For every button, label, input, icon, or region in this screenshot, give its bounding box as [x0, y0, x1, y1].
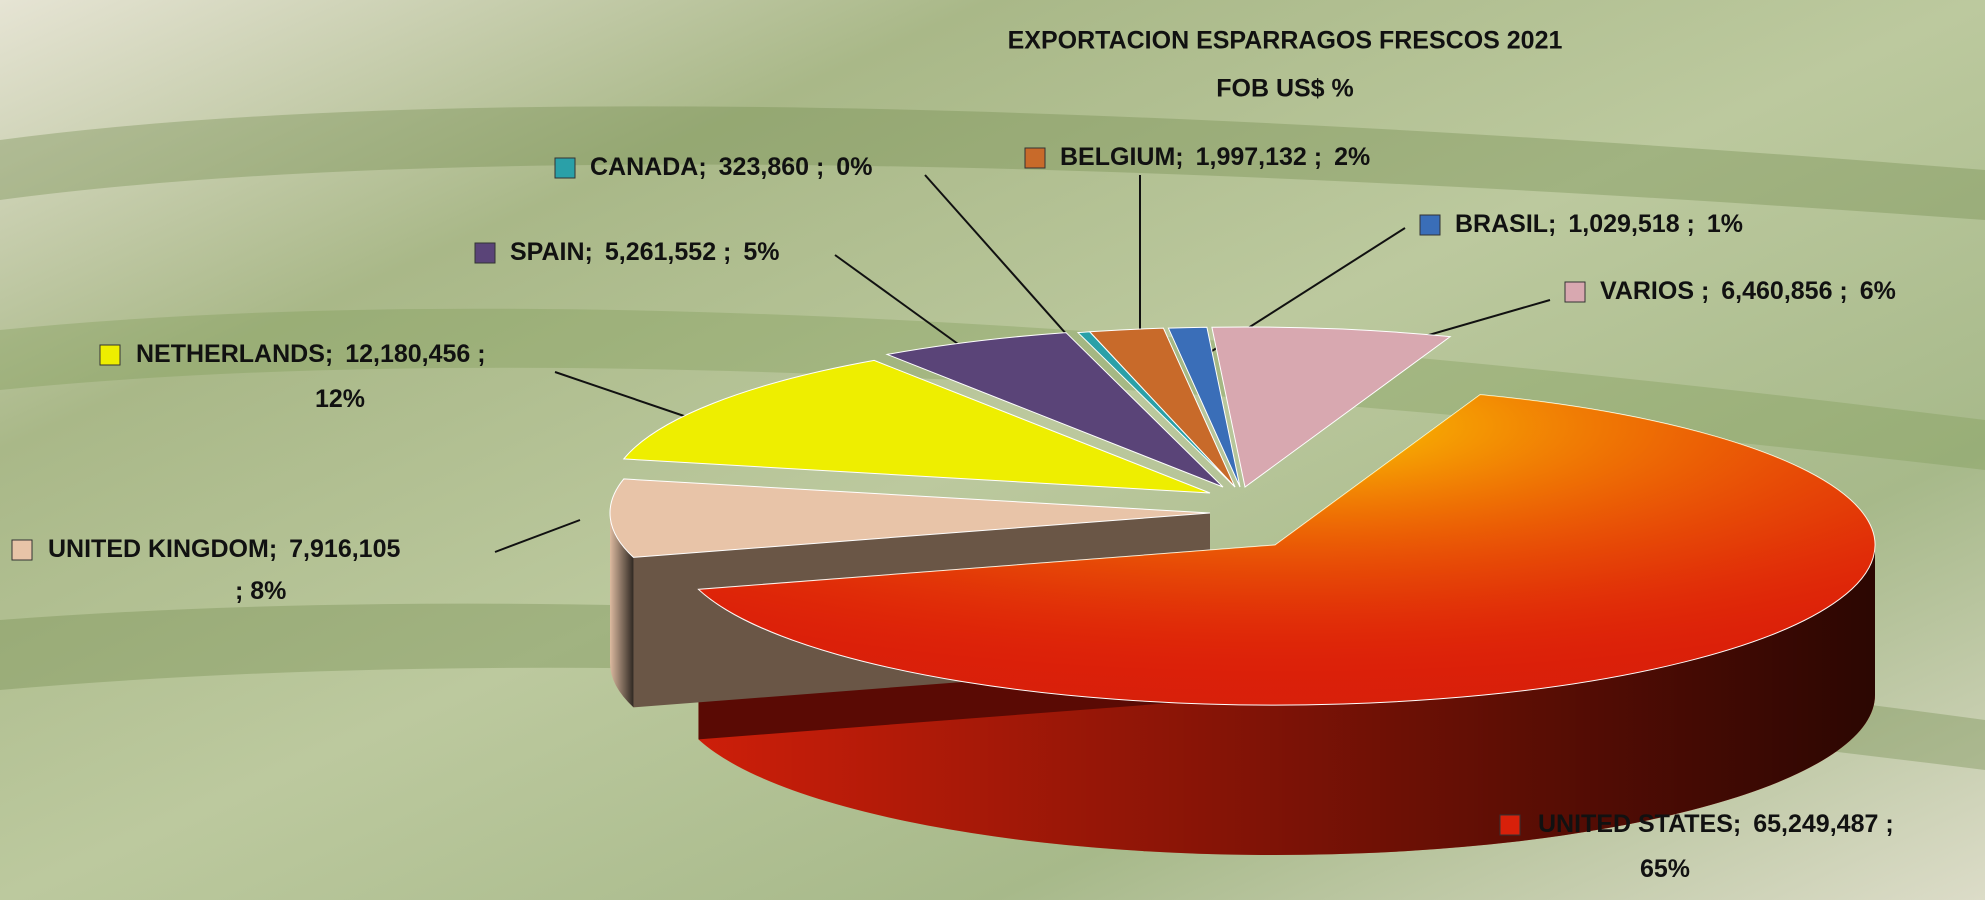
- percent-label: 5%: [743, 238, 779, 266]
- category-label: UNITED STATES;: [1538, 810, 1741, 838]
- value-label: 323,860 ;: [719, 153, 825, 181]
- percent-label: 2%: [1334, 143, 1370, 171]
- value-label: 65,249,487 ;: [1753, 810, 1893, 838]
- percent-label: 6%: [1860, 277, 1896, 305]
- percent-label: 0%: [836, 153, 872, 181]
- percent-label: 1%: [1707, 210, 1743, 238]
- value-label: 5,261,552 ;: [605, 238, 732, 266]
- chart: EXPORTACION ESPARRAGOS FRESCOS 2021 FOB …: [0, 0, 1985, 900]
- value-label: 12,180,456 ;: [345, 340, 485, 368]
- legend-key: [100, 345, 120, 365]
- category-label: SPAIN;: [510, 238, 593, 266]
- value-label: 6,460,856 ;: [1721, 277, 1848, 305]
- percent-label: 12%: [315, 385, 365, 413]
- chart-title: EXPORTACION ESPARRAGOS FRESCOS 2021: [1008, 27, 1563, 55]
- data-label: 65%: [1640, 855, 1690, 883]
- legend-key: [555, 158, 575, 178]
- category-label: NETHERLANDS;: [136, 340, 333, 368]
- legend-key: [475, 243, 495, 263]
- percent-label: 65%: [1640, 855, 1690, 883]
- chart-subtitle: FOB US$ %: [1216, 75, 1354, 103]
- legend-key: [1565, 282, 1585, 302]
- category-label: BELGIUM;: [1060, 143, 1184, 171]
- legend-key: [1500, 815, 1520, 835]
- data-label: UNITED STATES; 65,249,487 ;: [1538, 810, 1894, 838]
- value-label: 1,997,132 ;: [1196, 143, 1323, 171]
- legend-key: [1420, 215, 1440, 235]
- value-label: 7,916,105: [289, 535, 400, 563]
- category-label: BRASIL;: [1455, 210, 1556, 238]
- category-label: CANADA;: [590, 153, 707, 181]
- legend-key: [1025, 148, 1045, 168]
- data-label: UNITED KINGDOM; 7,916,105: [48, 535, 400, 563]
- category-label: VARIOS ;: [1600, 277, 1709, 305]
- data-label: NETHERLANDS; 12,180,456 ;: [136, 340, 486, 368]
- page: EXPORTACION ESPARRAGOS FRESCOS 2021 FOB …: [0, 0, 1985, 900]
- data-label: ; 8%: [235, 577, 286, 605]
- legend-key: [12, 540, 32, 560]
- percent-label: ; 8%: [235, 577, 286, 605]
- value-label: 1,029,518 ;: [1568, 210, 1695, 238]
- data-label: 12%: [315, 385, 365, 413]
- category-label: UNITED KINGDOM;: [48, 535, 277, 563]
